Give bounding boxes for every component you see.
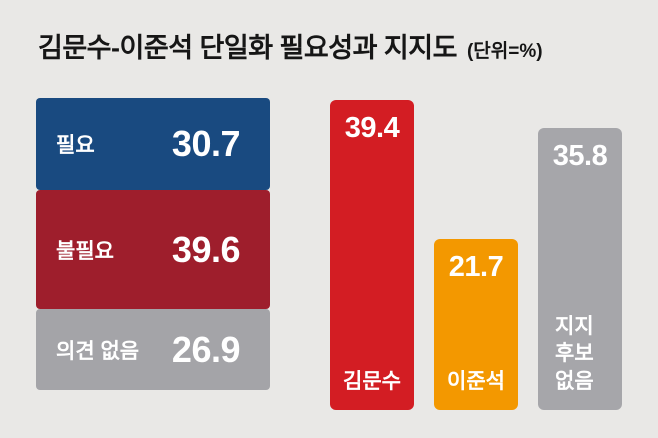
necessity-label-unnecessary: 불필요 — [56, 239, 114, 263]
support-label-lee-jun-seok: 이준석 — [447, 369, 505, 393]
necessity-value-required: 30.7 — [171, 123, 241, 164]
necessity-bar-unnecessary: 불필요 39.6 — [36, 190, 270, 309]
support-label-kim-moon-soo: 김문수 — [343, 369, 401, 393]
support-bar-no-candidate: 35.8 지지 후보 없음 — [538, 128, 622, 410]
necessity-value-unnecessary: 39.6 — [171, 228, 241, 270]
chart-title-text: 김문수-이준석 단일화 필요성과 지지도 — [38, 33, 457, 63]
support-value-kim-moon-soo: 39.4 — [344, 112, 400, 144]
support-value-lee-jun-seok: 21.7 — [448, 251, 504, 283]
necessity-block-group: 필요 30.7 불필요 39.6 의견 없음 26.9 — [36, 98, 270, 390]
necessity-value-no-opinion: 26.9 — [171, 328, 241, 370]
support-label-no-candidate: 지지 후보 없음 — [555, 315, 594, 393]
necessity-bar-no-opinion: 의견 없음 26.9 — [36, 309, 270, 390]
support-bar-group: 39.4 김문수 21.7 이준석 35.8 지지 후보 없음 — [330, 100, 622, 410]
support-bar-lee-jun-seok: 21.7 이준석 — [434, 239, 518, 410]
support-bar-kim-moon-soo: 39.4 김문수 — [330, 100, 414, 410]
support-value-no-candidate: 35.8 — [552, 140, 608, 172]
chart-title: 김문수-이준석 단일화 필요성과 지지도 (단위=%) — [38, 26, 543, 65]
chart-unit-label: (단위=%) — [466, 41, 543, 62]
necessity-bar-required: 필요 30.7 — [36, 98, 270, 190]
necessity-label-no-opinion: 의견 없음 — [56, 339, 140, 363]
necessity-label-required: 필요 — [56, 134, 95, 157]
